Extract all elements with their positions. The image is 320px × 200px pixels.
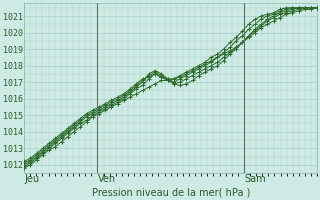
X-axis label: Pression niveau de la mer( hPa ): Pression niveau de la mer( hPa ) [92,187,250,197]
